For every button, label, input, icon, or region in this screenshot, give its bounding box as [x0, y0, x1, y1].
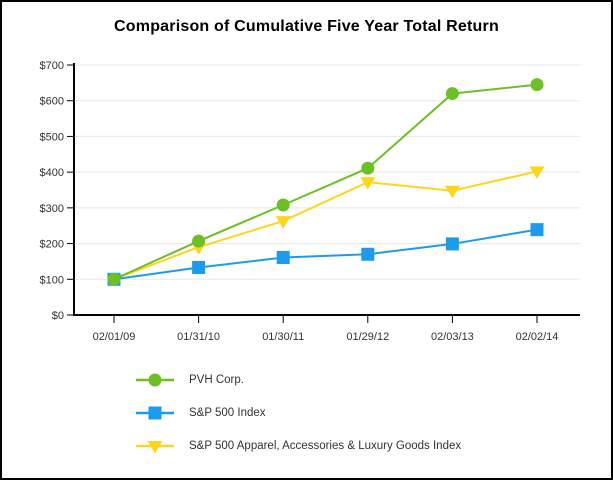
chart-title: Comparison of Cumulative Five Year Total… — [114, 18, 499, 35]
apparel-index-series-swatch-icon — [136, 441, 174, 454]
legend-swatch-marker — [148, 373, 162, 387]
x-tick-label: 02/01/09 — [93, 331, 136, 343]
data-point-marker — [444, 185, 460, 199]
legend-swatch-marker — [147, 441, 163, 454]
data-point-marker — [529, 166, 545, 179]
sp500-series-swatch-icon — [136, 406, 174, 420]
y-tick-label: $200 — [40, 239, 64, 251]
y-tick-label: $400 — [40, 167, 64, 179]
data-point-marker — [530, 223, 544, 237]
y-tick-label: $700 — [40, 60, 64, 72]
legend-item-pvh: PVH Corp. — [135, 368, 461, 392]
series-line — [113, 170, 538, 281]
legend-label-apparel-index: S&P 500 Apparel, Accessories & Luxury Go… — [189, 440, 462, 452]
legend: PVH Corp. S&P 500 Index S&P 500 Apparel,… — [135, 368, 461, 467]
plot-area: $0 $100 $200 $300 $400 $500 $600 $700 02/01/09 01… — [40, 60, 580, 343]
x-tick-label: 01/30/11 — [262, 331, 304, 343]
data-point-marker — [445, 237, 459, 251]
x-tick-label: 02/03/13 — [431, 331, 474, 343]
data-point-marker — [192, 234, 206, 248]
legend-item-sp500: S&P 500 Index — [135, 401, 461, 425]
data-point-marker — [275, 216, 291, 229]
series-line — [113, 228, 538, 281]
data-point-marker — [276, 251, 290, 264]
x-tick-label: 02/02/14 — [516, 331, 559, 343]
data-point-marker — [192, 261, 206, 274]
data-point-marker — [530, 78, 544, 92]
data-point-marker — [276, 198, 290, 212]
data-point-marker — [361, 161, 375, 175]
series-line — [113, 83, 538, 281]
legend-item-apparel-index: S&P 500 Apparel, Accessories & Luxury Go… — [135, 434, 461, 458]
y-tick-label: $0 — [52, 310, 64, 322]
x-tick-label: 01/29/12 — [346, 331, 389, 343]
data-point-marker — [107, 272, 121, 286]
y-tick-label: $500 — [40, 131, 64, 143]
y-tick-label: $600 — [40, 96, 64, 108]
data-point-marker — [360, 177, 376, 190]
legend-label-sp500: S&P 500 Index — [189, 407, 266, 419]
legend-swatch-marker — [148, 406, 162, 420]
y-tick-label: $300 — [40, 203, 64, 215]
pvh-series-swatch-icon — [136, 373, 174, 387]
x-tick-label: 01/31/10 — [177, 331, 220, 343]
y-tick-label: $100 — [40, 274, 64, 286]
data-point-marker — [361, 247, 375, 261]
data-point-marker — [445, 87, 459, 101]
legend-label-pvh: PVH Corp. — [189, 374, 244, 386]
